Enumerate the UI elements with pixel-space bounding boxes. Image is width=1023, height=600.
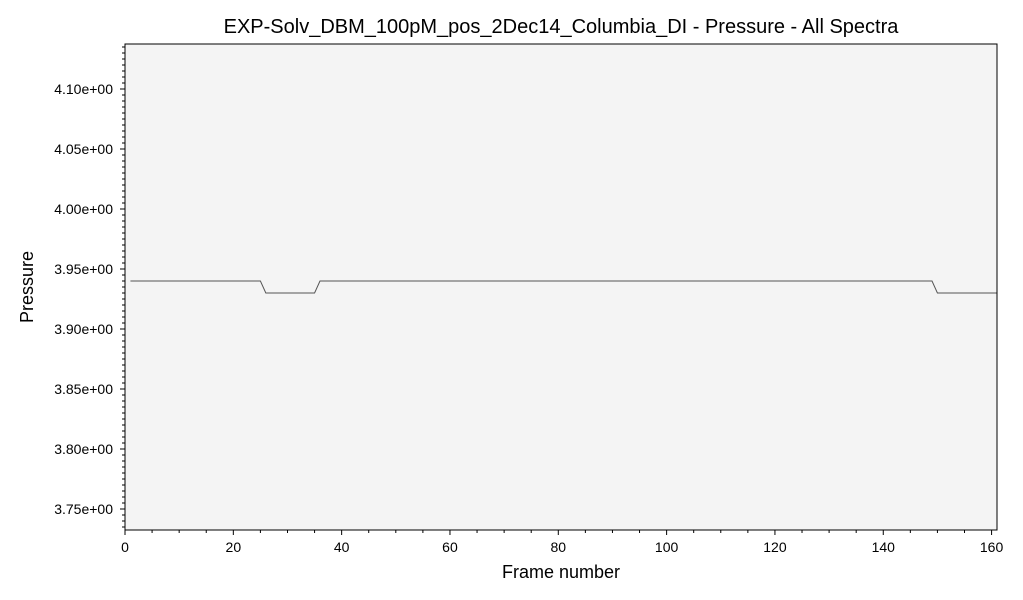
y-tick-label: 3.80e+00 (54, 441, 113, 457)
x-tick-label: 100 (655, 539, 679, 555)
y-tick-label: 3.90e+00 (54, 321, 113, 337)
plot-area (125, 44, 997, 530)
y-tick-label: 4.00e+00 (54, 201, 113, 217)
x-tick-label: 140 (872, 539, 896, 555)
x-tick-label: 20 (226, 539, 242, 555)
plot-frame (124, 43, 998, 531)
chart-title: EXP-Solv_DBM_100pM_pos_2Dec14_Columbia_D… (224, 16, 900, 38)
x-tick-label: 60 (442, 539, 458, 555)
x-tick-label: 160 (980, 539, 1004, 555)
x-tick-label: 40 (334, 539, 350, 555)
x-tick-label: 80 (551, 539, 567, 555)
y-tick-label: 4.10e+00 (54, 81, 113, 97)
y-tick-label: 3.85e+00 (54, 381, 113, 397)
y-tick-label: 3.75e+00 (54, 501, 113, 517)
x-axis-label: Frame number (502, 562, 620, 582)
x-tick-label: 120 (763, 539, 787, 555)
x-tick-label: 0 (121, 539, 129, 555)
series-layer (130, 280, 997, 294)
y-tick-label: 3.95e+00 (54, 261, 113, 277)
pressure-series-line (130, 280, 997, 294)
y-tick-label: 4.05e+00 (54, 141, 113, 157)
y-axis-label: Pressure (17, 251, 37, 323)
